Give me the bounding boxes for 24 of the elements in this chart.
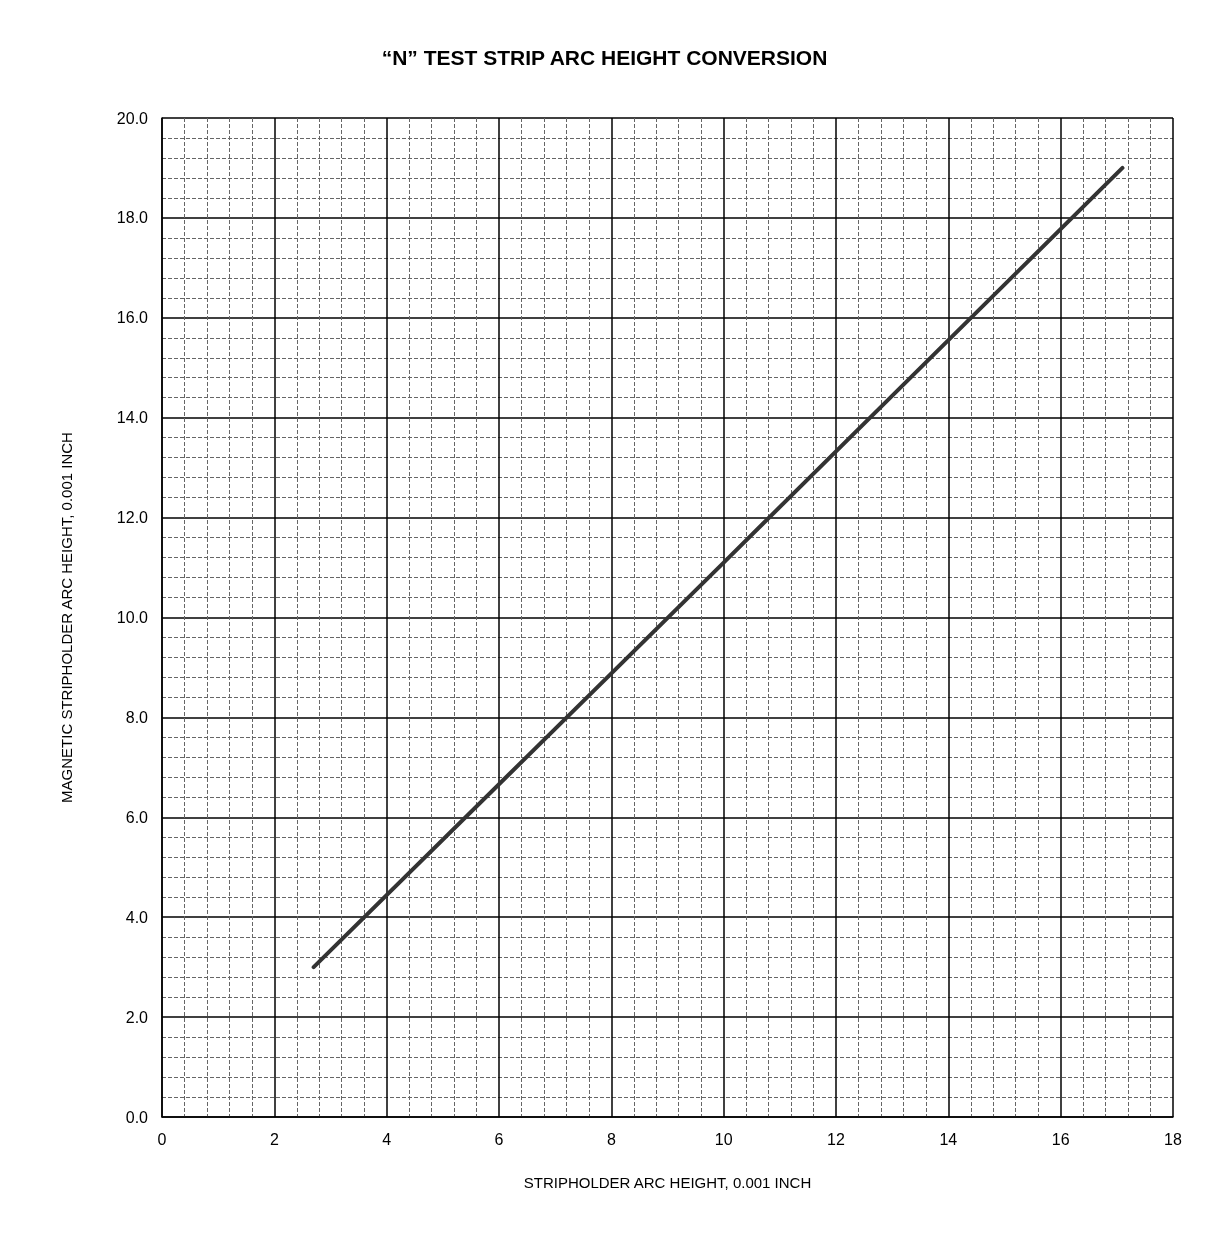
y-tick-label: 4.0	[125, 908, 149, 926]
x-tick-label: 4	[382, 1130, 392, 1148]
x-tick-label: 12	[827, 1130, 845, 1148]
x-tick-label: 10	[714, 1130, 733, 1148]
y-tick-label: 14.0	[116, 409, 149, 427]
y-tick-label: 8.0	[125, 708, 149, 726]
y-tick-label: 2.0	[125, 1008, 149, 1026]
x-tick-label: 14	[939, 1130, 958, 1148]
y-tick-label: 12.0	[116, 509, 149, 527]
y-tick-label: 16.0	[116, 309, 149, 327]
y-tick-label: 0.0	[125, 1108, 149, 1126]
x-tick-label: 18	[1164, 1130, 1182, 1148]
chart-title: “N” TEST STRIP ARC HEIGHT CONVERSION	[381, 46, 828, 69]
y-tick-label: 18.0	[116, 209, 149, 227]
x-axis-title: STRIPHOLDER ARC HEIGHT, 0.001 INCH	[523, 1174, 812, 1191]
x-tick-label: 2	[269, 1130, 279, 1148]
x-tick-label: 8	[606, 1130, 616, 1148]
x-tick-label: 0	[157, 1130, 167, 1148]
x-tick-label: 16	[1051, 1130, 1070, 1148]
x-tick-label: 6	[494, 1130, 504, 1148]
y-tick-label: 6.0	[125, 808, 149, 826]
y-tick-label: 20.0	[116, 109, 149, 127]
y-tick-label: 10.0	[116, 609, 149, 626]
y-axis-title: MAGNETIC STRIPHOLDER ARC HEIGHT, 0.001 INCH	[58, 432, 75, 803]
